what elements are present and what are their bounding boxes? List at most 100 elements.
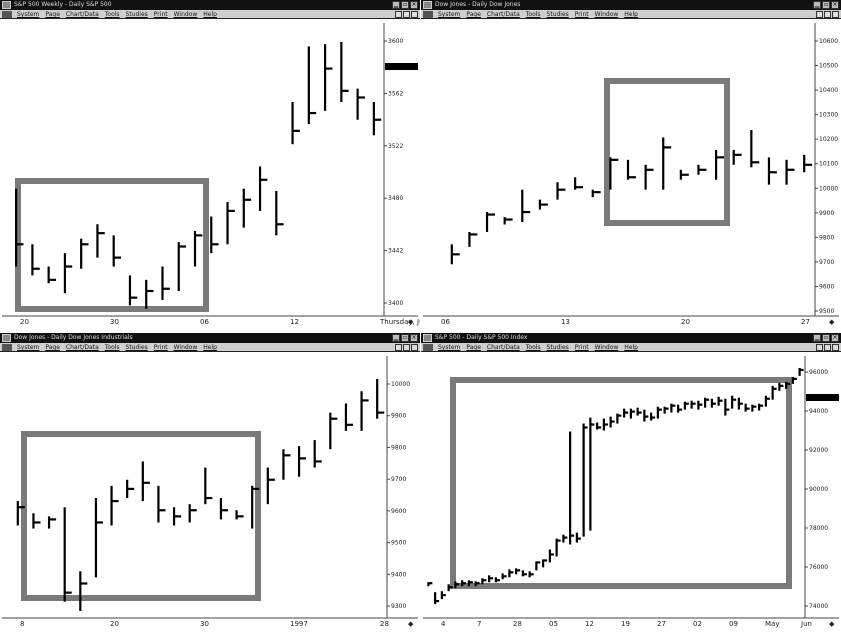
y-tick-label: 94000 — [809, 408, 828, 415]
price-bar — [226, 202, 235, 245]
menu-item-window[interactable]: Window — [173, 11, 198, 18]
menu-item-print[interactable]: Print — [574, 11, 589, 18]
scroll-right-icon[interactable]: ◆ — [829, 318, 835, 326]
menu-item-window[interactable]: Window — [594, 11, 619, 18]
scroll-right-icon[interactable]: ◆ — [408, 620, 414, 628]
y-tick-label: 9500 — [391, 540, 406, 547]
price-bar — [440, 591, 446, 600]
date-label: 28 — [380, 620, 389, 628]
price-bar — [714, 149, 725, 180]
menu-item-page[interactable]: Page — [45, 344, 60, 351]
doc-restore-icon[interactable] — [824, 344, 831, 351]
system-menu-icon[interactable] — [2, 1, 11, 9]
highlight-box — [21, 431, 261, 601]
minimize-icon[interactable]: ▁ — [813, 334, 821, 342]
doc-minimize-icon[interactable] — [395, 11, 402, 18]
price-bar — [474, 581, 480, 587]
price-bar — [643, 409, 649, 422]
menu-item-system[interactable]: System — [17, 344, 40, 351]
price-bar — [785, 159, 795, 185]
price-bar — [450, 244, 460, 265]
price-bar — [344, 403, 353, 431]
menu-item-help[interactable]: Help — [624, 11, 638, 18]
doc-restore-icon[interactable] — [403, 344, 410, 351]
menu-item-tools[interactable]: Tools — [104, 344, 120, 351]
menu-item-print[interactable]: Print — [153, 11, 168, 18]
window-titlebar[interactable]: Dow Jones - Daily Dow Jones ▁ ▫ × — [421, 0, 841, 10]
doc-close-icon[interactable] — [832, 344, 839, 351]
date-label: 4 — [441, 620, 446, 628]
menu-item-chartdata[interactable]: Chart/Data — [65, 344, 99, 351]
menu-item-system[interactable]: System — [438, 344, 461, 351]
document-menu-icon[interactable] — [423, 11, 433, 18]
price-bar — [94, 498, 103, 578]
menu-item-system[interactable]: System — [17, 11, 40, 18]
menu-item-print[interactable]: Print — [153, 344, 168, 351]
price-bar — [677, 404, 683, 413]
menu-item-chartdata[interactable]: Chart/Data — [486, 344, 520, 351]
menu-item-tools[interactable]: Tools — [525, 11, 541, 18]
menu-item-system[interactable]: System — [438, 11, 461, 18]
doc-minimize-icon[interactable] — [816, 11, 823, 18]
window-titlebar[interactable]: Dow Jones - Daily Dow Jones Industrials ▁… — [0, 333, 420, 343]
window-titlebar[interactable]: S&P 500 Weekly - Daily S&P 500 ▁ ▫ × — [0, 0, 420, 10]
menu-item-help[interactable]: Help — [203, 11, 217, 18]
menu-item-page[interactable]: Page — [466, 11, 481, 18]
system-menu-icon[interactable] — [423, 1, 432, 9]
menu-item-chartdata[interactable]: Chart/Data — [65, 11, 99, 18]
price-bar — [717, 396, 723, 406]
price-bar — [177, 242, 187, 291]
maximize-icon[interactable]: ▫ — [401, 1, 409, 9]
menu-item-help[interactable]: Help — [624, 344, 638, 351]
menu-item-studies[interactable]: Studies — [125, 11, 148, 18]
document-menu-icon[interactable] — [2, 344, 12, 351]
price-bar — [447, 584, 453, 592]
price-bar — [488, 575, 494, 583]
menu-item-tools[interactable]: Tools — [525, 344, 541, 351]
date-label: 27 — [657, 620, 666, 628]
document-menu-icon[interactable] — [2, 11, 12, 18]
menu-item-studies[interactable]: Studies — [546, 11, 569, 18]
document-menu-icon[interactable] — [423, 344, 433, 351]
doc-close-icon[interactable] — [832, 11, 839, 18]
close-icon[interactable]: × — [831, 334, 839, 342]
doc-restore-icon[interactable] — [824, 11, 831, 18]
menu-item-studies[interactable]: Studies — [125, 344, 148, 351]
doc-restore-icon[interactable] — [403, 11, 410, 18]
menu-item-tools[interactable]: Tools — [104, 11, 120, 18]
minimize-icon[interactable]: ▁ — [392, 1, 400, 9]
minimize-icon[interactable]: ▁ — [392, 334, 400, 342]
minimize-icon[interactable]: ▁ — [813, 1, 821, 9]
maximize-icon[interactable]: ▫ — [822, 334, 830, 342]
maximize-icon[interactable]: ▫ — [401, 334, 409, 342]
menu-item-print[interactable]: Print — [574, 344, 589, 351]
menu-item-chartdata[interactable]: Chart/Data — [486, 11, 520, 18]
doc-minimize-icon[interactable] — [816, 344, 823, 351]
menu-item-window[interactable]: Window — [173, 344, 198, 351]
system-menu-icon[interactable] — [2, 334, 11, 342]
menu-item-page[interactable]: Page — [45, 11, 60, 18]
menu-item-help[interactable]: Help — [203, 344, 217, 351]
price-chart: 10600 10500 10400 10300 10200 10100 10000 9900 9… — [423, 23, 839, 326]
system-menu-icon[interactable] — [423, 334, 432, 342]
doc-minimize-icon[interactable] — [395, 344, 402, 351]
menu-item-window[interactable]: Window — [594, 344, 619, 351]
scroll-right-icon[interactable]: ◆ — [829, 620, 835, 628]
scroll-right-icon[interactable]: ◆ — [408, 318, 414, 326]
price-bar — [193, 230, 203, 267]
price-bar — [732, 149, 742, 165]
y-tick-label: 9600 — [391, 508, 406, 515]
date-label: 20 — [110, 620, 119, 628]
maximize-icon[interactable]: ▫ — [822, 1, 830, 9]
price-bar — [63, 253, 73, 294]
close-icon[interactable]: × — [831, 1, 839, 9]
close-icon[interactable]: × — [410, 334, 418, 342]
price-bar — [562, 534, 568, 543]
menu-item-studies[interactable]: Studies — [546, 344, 569, 351]
close-icon[interactable]: × — [410, 1, 418, 9]
window-titlebar[interactable]: S&P 500 - Daily S&P 500 Index ▁ ▫ × — [421, 333, 841, 343]
y-tick-label: 9300 — [391, 603, 406, 610]
doc-close-icon[interactable] — [411, 11, 418, 18]
menu-item-page[interactable]: Page — [466, 344, 481, 351]
doc-close-icon[interactable] — [411, 344, 418, 351]
